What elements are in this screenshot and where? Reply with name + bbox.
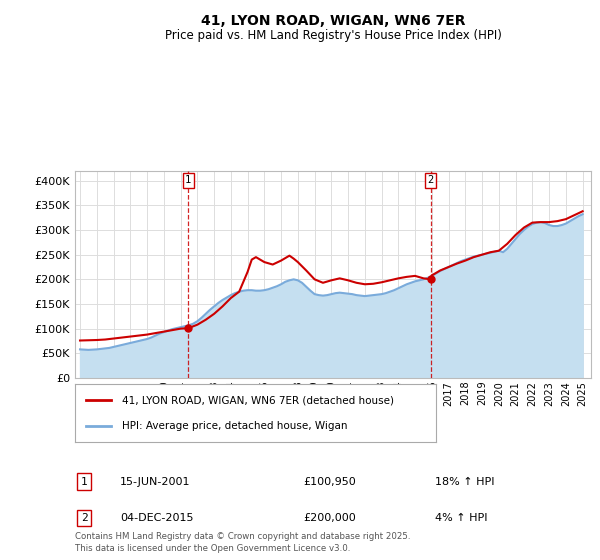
Text: 1: 1	[185, 175, 191, 185]
Text: 4% ↑ HPI: 4% ↑ HPI	[435, 513, 487, 523]
Text: £100,950: £100,950	[303, 477, 356, 487]
Text: 41, LYON ROAD, WIGAN, WN6 7ER: 41, LYON ROAD, WIGAN, WN6 7ER	[201, 14, 465, 28]
Text: 2: 2	[80, 513, 88, 523]
Text: 2: 2	[427, 175, 434, 185]
Text: HPI: Average price, detached house, Wigan: HPI: Average price, detached house, Wiga…	[122, 421, 347, 431]
Text: 18% ↑ HPI: 18% ↑ HPI	[435, 477, 494, 487]
Text: 41, LYON ROAD, WIGAN, WN6 7ER (detached house): 41, LYON ROAD, WIGAN, WN6 7ER (detached …	[122, 395, 394, 405]
Text: Price paid vs. HM Land Registry's House Price Index (HPI): Price paid vs. HM Land Registry's House …	[164, 29, 502, 42]
Text: 1: 1	[80, 477, 88, 487]
Text: £200,000: £200,000	[303, 513, 356, 523]
Text: 04-DEC-2015: 04-DEC-2015	[120, 513, 193, 523]
Text: Contains HM Land Registry data © Crown copyright and database right 2025.
This d: Contains HM Land Registry data © Crown c…	[75, 533, 410, 553]
Text: 15-JUN-2001: 15-JUN-2001	[120, 477, 191, 487]
